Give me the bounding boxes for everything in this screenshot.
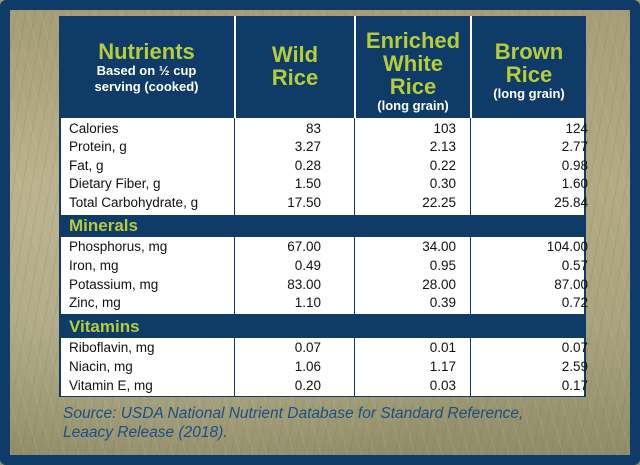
col2-sub: (long grain) xyxy=(377,98,449,113)
brown-value: 2.77 xyxy=(561,139,588,154)
brown-value: 1.60 xyxy=(561,176,588,191)
header-white-rice: Enriched White Rice (long grain) xyxy=(356,16,470,118)
nutrient-name: Niacin, mg xyxy=(69,359,133,374)
header-brown-rice: Brown Rice (long grain) xyxy=(472,16,586,118)
col1-line1: Wild xyxy=(271,42,319,67)
header-nutrients: Nutrients Based on ½ cup serving (cooked… xyxy=(59,16,234,118)
brown-value: 2.59 xyxy=(561,359,588,374)
col3-line2: Rice xyxy=(505,62,553,87)
brown-value: 0.98 xyxy=(561,158,588,173)
source-line2: Leaacy Release (2018). xyxy=(63,424,228,441)
table-row: Protein, g 3.27 2.13 2.77 xyxy=(61,138,588,156)
column-divider xyxy=(234,118,235,215)
column-divider xyxy=(234,237,235,314)
brown-value: 124 xyxy=(565,121,588,136)
column-divider xyxy=(470,118,471,215)
nutrient-name: Iron, mg xyxy=(69,258,119,273)
table-row: Zinc, mg 1.10 0.39 0.72 xyxy=(61,294,588,312)
wild-value: 3.27 xyxy=(294,139,321,154)
white-value: 103 xyxy=(433,121,456,136)
wild-value: 0.20 xyxy=(294,378,321,393)
column-divider xyxy=(470,237,471,314)
white-value: 1.17 xyxy=(429,359,456,374)
nutrient-name: Protein, g xyxy=(69,139,127,154)
nutrient-name: Phosphorus, mg xyxy=(69,239,168,254)
header-divider xyxy=(234,16,236,118)
brown-value: 25.84 xyxy=(554,195,588,210)
nutrient-name: Zinc, mg xyxy=(69,295,121,310)
col2-line2: White xyxy=(383,51,443,76)
brown-value: 87.00 xyxy=(554,277,588,292)
minerals-heading: Minerals xyxy=(69,216,138,235)
column-divider xyxy=(234,338,235,396)
wild-value: 1.50 xyxy=(294,176,321,191)
wild-value: 1.06 xyxy=(294,359,321,374)
vitamins-block: Riboflavin, mg 0.07 0.01 0.07 Niacin, mg… xyxy=(61,338,588,396)
column-divider xyxy=(354,118,355,215)
table-row: Calories 83 103 124 xyxy=(61,120,588,138)
brown-value: 0.72 xyxy=(561,295,588,310)
header-wild-rice: Wild Rice xyxy=(236,16,354,118)
col1-line2: Rice xyxy=(271,65,319,90)
white-value: 0.22 xyxy=(429,158,456,173)
brown-value: 0.07 xyxy=(561,340,588,355)
nutrient-table: Nutrients Based on ½ cup serving (cooked… xyxy=(59,16,588,397)
header-divider xyxy=(354,16,356,118)
white-value: 28.00 xyxy=(422,277,456,292)
wild-value: 0.07 xyxy=(294,340,321,355)
wild-value: 83 xyxy=(305,121,321,136)
table-row: Riboflavin, mg 0.07 0.01 0.07 xyxy=(61,339,588,357)
table-row: Fat, g 0.28 0.22 0.98 xyxy=(61,157,588,175)
wild-value: 17.50 xyxy=(287,195,321,210)
nutrients-subtitle-line1: Based on ½ cup xyxy=(96,63,197,78)
wild-value: 0.28 xyxy=(294,158,321,173)
column-divider xyxy=(354,338,355,396)
white-value: 0.03 xyxy=(429,378,456,393)
white-value: 34.00 xyxy=(422,239,456,254)
nutrients-subtitle-line2: serving (cooked) xyxy=(94,79,199,94)
brown-value: 104.00 xyxy=(546,239,588,254)
white-value: 0.01 xyxy=(429,340,456,355)
white-value: 0.30 xyxy=(429,176,456,191)
col2-line1: Enriched xyxy=(365,28,461,53)
col3-sub: (long grain) xyxy=(493,86,565,101)
source-citation: Source: USDA National Nutrient Database … xyxy=(63,404,623,442)
brown-value: 0.17 xyxy=(561,378,588,393)
table-row: Dietary Fiber, g 1.50 0.30 1.60 xyxy=(61,175,588,193)
table-row: Phosphorus, mg 67.00 34.00 104.00 xyxy=(61,238,588,256)
wild-value: 0.49 xyxy=(294,258,321,273)
vitamins-heading: Vitamins xyxy=(69,317,140,336)
col2-line3: Rice xyxy=(389,74,437,99)
nutrient-name: Potassium, mg xyxy=(69,277,159,292)
column-divider xyxy=(354,237,355,314)
minerals-block: Phosphorus, mg 67.00 34.00 104.00 Iron, … xyxy=(61,237,588,314)
white-value: 2.13 xyxy=(429,139,456,154)
nutrient-name: Riboflavin, mg xyxy=(69,340,155,355)
white-value: 0.95 xyxy=(429,258,456,273)
col3-line1: Brown xyxy=(494,39,564,64)
column-divider xyxy=(470,338,471,396)
general-block: Calories 83 103 124 Protein, g 3.27 2.13… xyxy=(61,118,588,215)
header-divider xyxy=(470,16,472,118)
nutrient-name: Calories xyxy=(69,121,119,136)
white-value: 0.39 xyxy=(429,295,456,310)
brown-value: 0.57 xyxy=(561,258,588,273)
wild-value: 67.00 xyxy=(287,239,321,254)
white-value: 22.25 xyxy=(422,195,456,210)
table-row: Niacin, mg 1.06 1.17 2.59 xyxy=(61,358,588,376)
nutrient-name: Total Carbohydrate, g xyxy=(69,195,199,210)
wild-value: 83.00 xyxy=(287,277,321,292)
table-row: Potassium, mg 83.00 28.00 87.00 xyxy=(61,276,588,294)
nutrient-name: Dietary Fiber, g xyxy=(69,176,161,191)
table-row: Iron, mg 0.49 0.95 0.57 xyxy=(61,257,588,275)
table-row: Vitamin E, mg 0.20 0.03 0.17 xyxy=(61,377,588,395)
nutrient-name: Fat, g xyxy=(69,158,104,173)
source-line1: Source: USDA National Nutrient Database … xyxy=(63,405,524,422)
nutrient-name: Vitamin E, mg xyxy=(69,378,153,393)
nutrients-title: Nutrients xyxy=(98,39,195,64)
wild-value: 1.10 xyxy=(294,295,321,310)
table-row: Total Carbohydrate, g 17.50 22.25 25.84 xyxy=(61,194,588,212)
